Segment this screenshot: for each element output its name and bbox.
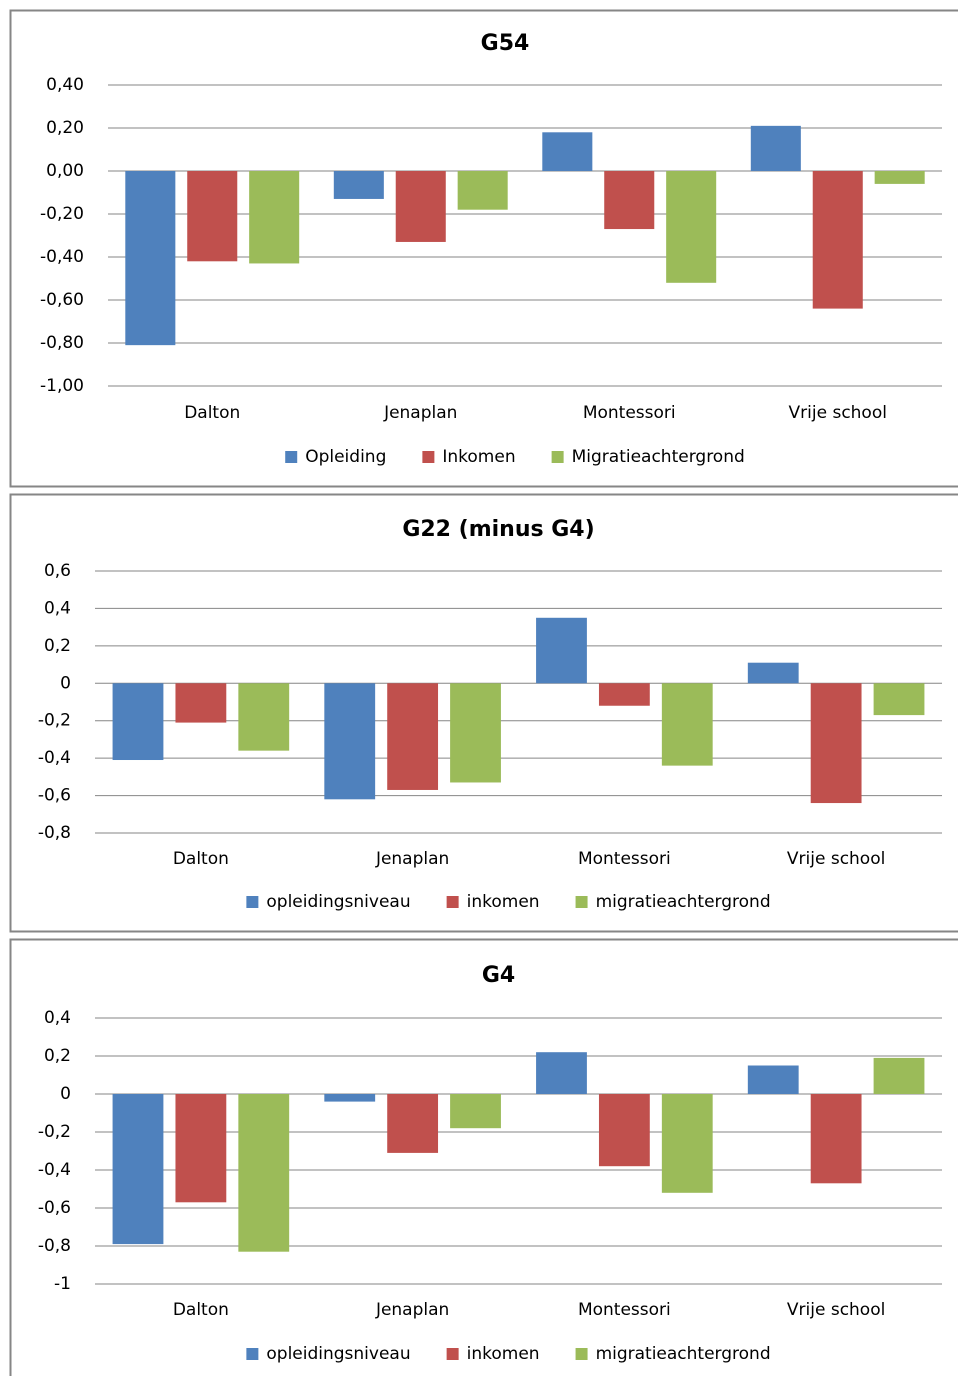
bar bbox=[598, 1094, 650, 1167]
y-tick-label: -0,40 bbox=[40, 247, 84, 267]
x-tick-label: Jenaplan bbox=[383, 403, 457, 423]
x-tick-label: Jenaplan bbox=[375, 849, 449, 869]
bar bbox=[175, 683, 227, 723]
legend-swatch bbox=[285, 451, 298, 463]
x-tick-label: Dalton bbox=[184, 403, 240, 423]
x-tick-label: Vrije school bbox=[787, 1300, 885, 1320]
x-tick-label: Montessori bbox=[578, 849, 671, 869]
bar bbox=[598, 683, 650, 706]
y-tick-label: 0,20 bbox=[46, 118, 84, 138]
bar bbox=[387, 683, 439, 790]
bar bbox=[812, 171, 863, 309]
legend-swatch bbox=[422, 451, 435, 463]
bar bbox=[112, 683, 164, 761]
y-tick-label: 0,40 bbox=[46, 75, 84, 95]
x-tick-label: Dalton bbox=[173, 1300, 229, 1320]
bar bbox=[175, 1094, 227, 1203]
y-tick-label: -1,00 bbox=[40, 376, 84, 396]
legend-swatch bbox=[575, 1348, 588, 1360]
x-tick-label: Jenaplan bbox=[375, 1300, 449, 1320]
legend-swatch bbox=[446, 896, 459, 908]
bar bbox=[874, 171, 925, 184]
bar bbox=[747, 1065, 799, 1094]
y-tick-label: -1 bbox=[54, 1274, 71, 1294]
y-tick-label: 0 bbox=[60, 673, 71, 693]
y-tick-label: -0,8 bbox=[38, 823, 71, 843]
chart-title: G4 bbox=[482, 963, 515, 988]
bar bbox=[450, 683, 501, 783]
bar bbox=[747, 662, 799, 684]
bar bbox=[125, 171, 176, 346]
legend-swatch bbox=[575, 896, 588, 908]
y-tick-label: -0,4 bbox=[38, 748, 71, 768]
bar bbox=[810, 1094, 862, 1184]
legend-label: inkomen bbox=[467, 1344, 540, 1364]
bar bbox=[542, 132, 593, 171]
y-tick-label: 0,2 bbox=[44, 636, 71, 656]
legend-label: Migratieachtergrond bbox=[572, 447, 745, 467]
legend-label: Inkomen bbox=[442, 447, 515, 467]
bar bbox=[112, 1094, 164, 1245]
bar bbox=[666, 171, 717, 283]
bar bbox=[249, 171, 300, 264]
bar bbox=[604, 171, 655, 230]
legend-swatch bbox=[246, 896, 259, 908]
y-tick-label: 0,00 bbox=[46, 161, 84, 181]
bar bbox=[457, 171, 508, 210]
legend-label: opleidingsniveau bbox=[266, 1344, 410, 1364]
y-tick-label: -0,80 bbox=[40, 333, 84, 353]
legend-label: opleidingsniveau bbox=[266, 892, 410, 912]
bar bbox=[810, 683, 862, 804]
legend-swatch bbox=[446, 1348, 459, 1360]
legend-label: migratieachtergrond bbox=[596, 1344, 771, 1364]
bar bbox=[187, 171, 238, 262]
y-tick-label: 0,2 bbox=[44, 1046, 71, 1066]
bar bbox=[873, 683, 925, 716]
x-tick-label: Montessori bbox=[578, 1300, 671, 1320]
legend-swatch bbox=[246, 1348, 259, 1360]
bar bbox=[238, 683, 290, 751]
y-tick-label: -0,2 bbox=[38, 1122, 71, 1142]
y-tick-label: -0,6 bbox=[38, 1198, 71, 1218]
bar bbox=[750, 125, 801, 171]
bar bbox=[873, 1057, 925, 1094]
y-tick-label: -0,20 bbox=[40, 204, 84, 224]
y-tick-label: 0 bbox=[60, 1084, 71, 1104]
y-tick-label: -0,2 bbox=[38, 711, 71, 731]
y-tick-label: 0,4 bbox=[44, 1008, 71, 1028]
y-tick-label: -0,4 bbox=[38, 1160, 71, 1180]
chart-title: G54 bbox=[481, 31, 530, 56]
bar bbox=[324, 683, 376, 800]
bar bbox=[333, 171, 384, 199]
x-tick-label: Montessori bbox=[583, 403, 676, 423]
y-tick-label: -0,6 bbox=[38, 786, 71, 806]
bar bbox=[387, 1094, 439, 1153]
bar bbox=[238, 1094, 290, 1252]
bar bbox=[661, 683, 713, 766]
bar bbox=[661, 1094, 713, 1193]
bar bbox=[395, 171, 446, 242]
y-tick-label: 0,4 bbox=[44, 598, 71, 618]
chart-title: G22 (minus G4) bbox=[402, 517, 594, 542]
legend-label: inkomen bbox=[467, 892, 540, 912]
y-tick-label: -0,60 bbox=[40, 290, 84, 310]
legend-label: Opleiding bbox=[305, 447, 386, 467]
legend-swatch bbox=[551, 451, 564, 463]
bar bbox=[536, 1052, 587, 1094]
chart-frame bbox=[9, 938, 958, 1376]
x-tick-label: Vrije school bbox=[789, 403, 887, 423]
legend-label: migratieachtergrond bbox=[596, 892, 771, 912]
bar bbox=[450, 1094, 501, 1129]
y-tick-label: -0,8 bbox=[38, 1236, 71, 1256]
x-tick-label: Vrije school bbox=[787, 849, 885, 869]
bar bbox=[536, 617, 587, 684]
bar bbox=[324, 1094, 376, 1102]
y-tick-label: 0,6 bbox=[44, 561, 71, 581]
x-tick-label: Dalton bbox=[173, 849, 229, 869]
